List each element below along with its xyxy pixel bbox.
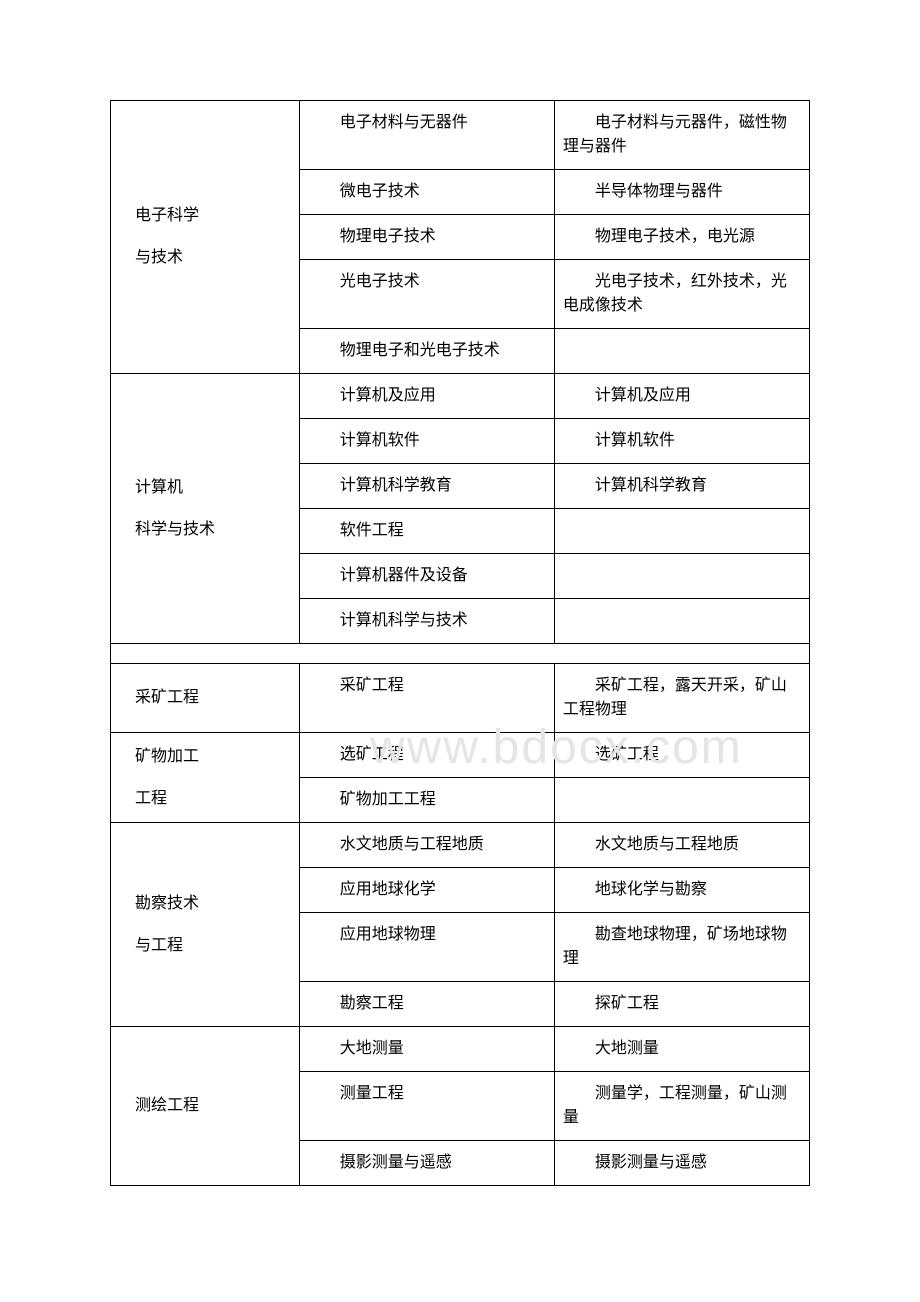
- table-row: 采矿工程采矿工程 采矿工程，露天开采，矿山工程物理: [111, 664, 810, 733]
- category-line: 矿物加工: [135, 745, 291, 769]
- detail-cell: 选矿工程: [554, 733, 809, 778]
- detail-cell: 采矿工程，露天开采，矿山工程物理: [554, 664, 809, 733]
- detail-cell: 计算机及应用: [554, 374, 809, 419]
- subject-cell: 选矿工程: [299, 733, 554, 778]
- detail-cell: 探矿工程: [554, 982, 809, 1027]
- detail-cell: 电子材料与元器件，磁性物理与器件: [554, 101, 809, 170]
- category-line: 勘察技术: [135, 892, 291, 916]
- detail-cell: 测量学，工程测量，矿山测量: [554, 1072, 809, 1141]
- detail-cell: 半导体物理与器件: [554, 170, 809, 215]
- category-line: 计算机: [135, 476, 291, 500]
- subject-cell: 采矿工程: [299, 664, 554, 733]
- subject-cell: 计算机软件: [299, 419, 554, 464]
- category-line: 电子科学: [135, 204, 291, 228]
- category-line: 采矿工程: [135, 686, 291, 710]
- subject-cell: 物理电子技术: [299, 215, 554, 260]
- detail-cell: 勘查地球物理，矿场地球物理: [554, 913, 809, 982]
- category-cell: 采矿工程: [111, 664, 300, 733]
- subject-cell: 计算机科学教育: [299, 464, 554, 509]
- detail-cell: 计算机软件: [554, 419, 809, 464]
- detail-cell: 光电子技术，红外技术，光电成像技术: [554, 260, 809, 329]
- detail-cell: 地球化学与勘察: [554, 868, 809, 913]
- table-body: 电子科学与技术电子材料与无器件 电子材料与元器件，磁性物理与器件微电子技术半导体…: [111, 101, 810, 1186]
- subject-cell: 矿物加工工程: [299, 778, 554, 823]
- detail-cell: 大地测量: [554, 1027, 809, 1072]
- subject-cell: 软件工程: [299, 509, 554, 554]
- detail-cell: [554, 599, 809, 644]
- spacer-row: [111, 644, 810, 664]
- detail-cell: [554, 329, 809, 374]
- majors-table: 电子科学与技术电子材料与无器件 电子材料与元器件，磁性物理与器件微电子技术半导体…: [110, 100, 810, 1186]
- spacer-cell: [111, 644, 810, 664]
- table-row: 电子科学与技术电子材料与无器件 电子材料与元器件，磁性物理与器件: [111, 101, 810, 170]
- subject-cell: 计算机科学与技术: [299, 599, 554, 644]
- table-container: www.bdocx.com 电子科学与技术电子材料与无器件 电子材料与元器件，磁…: [110, 100, 810, 1186]
- table-row: 计算机科学与技术计算机及应用计算机及应用: [111, 374, 810, 419]
- subject-cell: 大地测量: [299, 1027, 554, 1072]
- detail-cell: [554, 778, 809, 823]
- table-row: 测绘工程大地测量大地测量: [111, 1027, 810, 1072]
- subject-cell: 勘察工程: [299, 982, 554, 1027]
- subject-cell: 计算机及应用: [299, 374, 554, 419]
- table-row: 勘察技术与工程 水文地质与工程地质 水文地质与工程地质: [111, 823, 810, 868]
- subject-cell: 测量工程: [299, 1072, 554, 1141]
- subject-cell: 摄影测量与遥感: [299, 1141, 554, 1186]
- category-cell: 矿物加工工程: [111, 733, 300, 823]
- category-line: 与技术: [135, 246, 291, 270]
- subject-cell: 计算机器件及设备: [299, 554, 554, 599]
- table-row: 矿物加工工程选矿工程选矿工程: [111, 733, 810, 778]
- category-line: 工程: [135, 787, 291, 811]
- subject-cell: 水文地质与工程地质: [299, 823, 554, 868]
- category-cell: 电子科学与技术: [111, 101, 300, 374]
- detail-cell: 计算机科学教育: [554, 464, 809, 509]
- category-cell: 测绘工程: [111, 1027, 300, 1186]
- subject-cell: 应用地球物理: [299, 913, 554, 982]
- detail-cell: [554, 554, 809, 599]
- subject-cell: 电子材料与无器件: [299, 101, 554, 170]
- category-cell: 计算机科学与技术: [111, 374, 300, 644]
- detail-cell: 水文地质与工程地质: [554, 823, 809, 868]
- category-line: 与工程: [135, 934, 291, 958]
- category-line: 科学与技术: [135, 518, 291, 542]
- category-line: 测绘工程: [135, 1094, 291, 1118]
- subject-cell: 光电子技术: [299, 260, 554, 329]
- subject-cell: 微电子技术: [299, 170, 554, 215]
- subject-cell: 应用地球化学: [299, 868, 554, 913]
- detail-cell: 摄影测量与遥感: [554, 1141, 809, 1186]
- subject-cell: 物理电子和光电子技术: [299, 329, 554, 374]
- category-cell: 勘察技术与工程: [111, 823, 300, 1027]
- detail-cell: [554, 509, 809, 554]
- detail-cell: 物理电子技术，电光源: [554, 215, 809, 260]
